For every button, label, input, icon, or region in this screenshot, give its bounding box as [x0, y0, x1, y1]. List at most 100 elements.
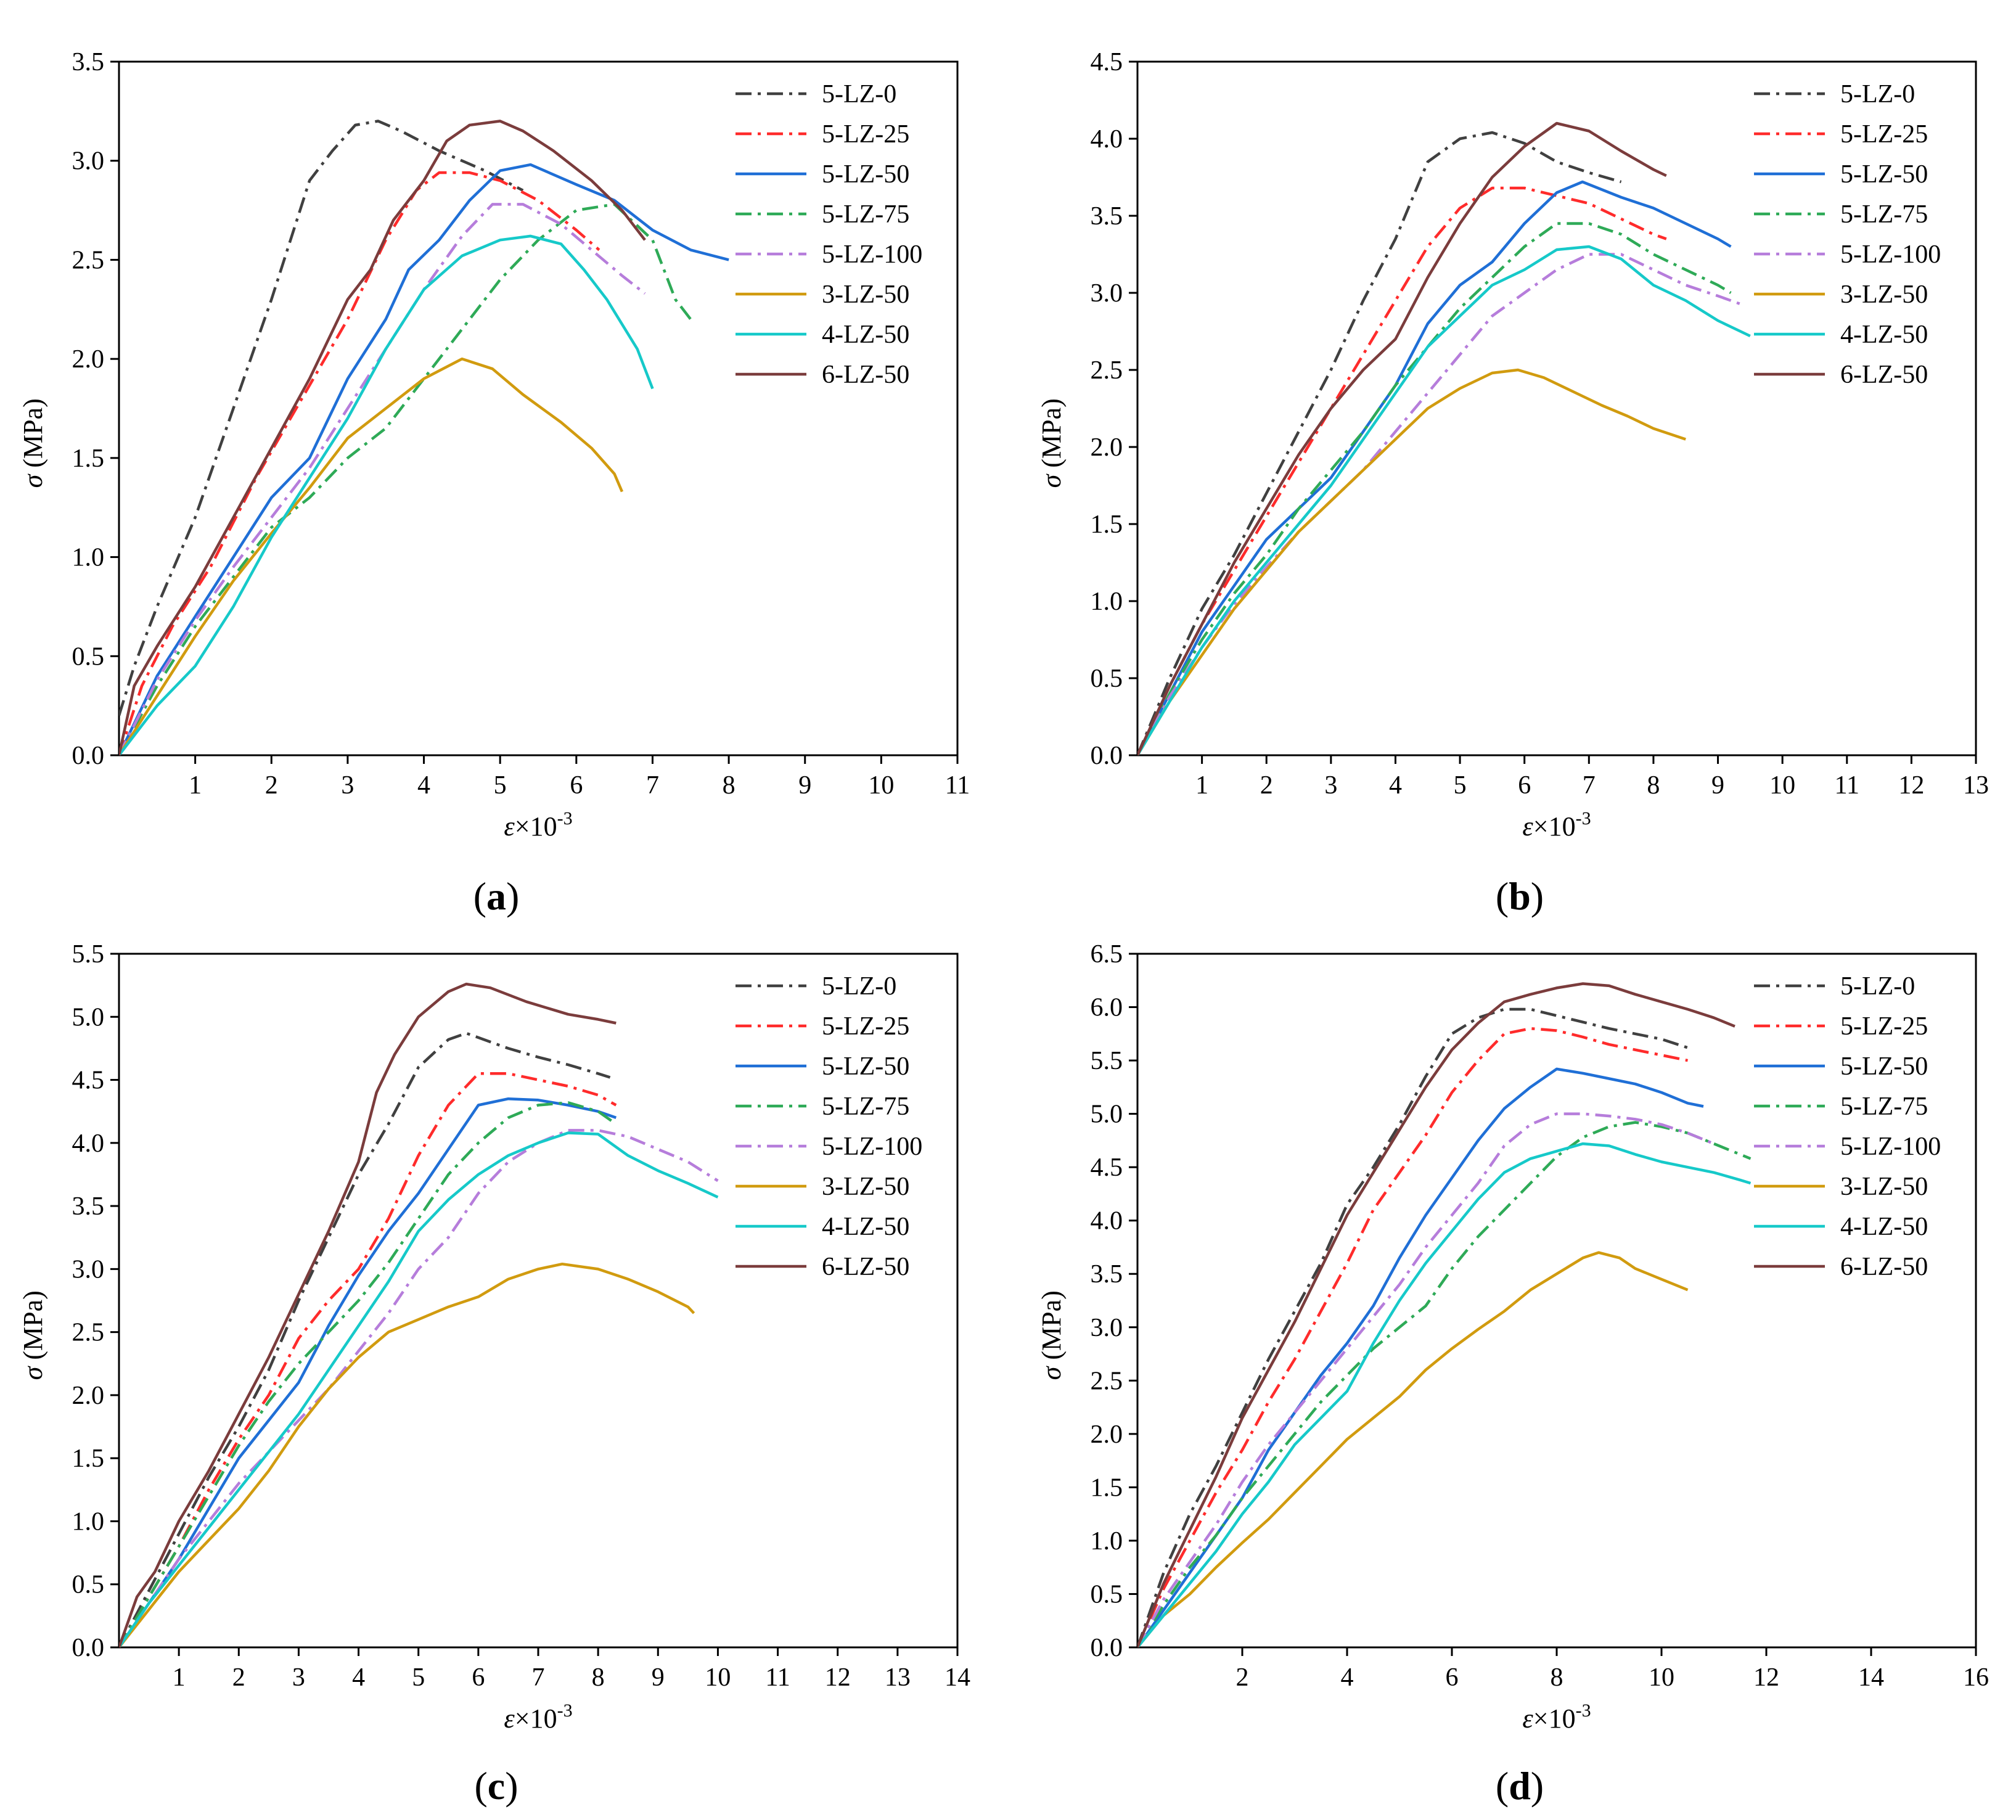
series-line-3-lz-50	[1137, 1251, 1689, 1647]
y-tick-label: 1.5	[72, 1445, 105, 1473]
x-tick-label: 2	[1236, 1663, 1249, 1692]
y-tick-label: 1.0	[1091, 588, 1123, 616]
y-tick-label: 6.5	[1091, 940, 1123, 969]
series-line-4-lz-50	[1137, 1142, 1752, 1647]
x-axis-label: ε×10-3	[1522, 808, 1591, 842]
y-tick-label: 2.0	[1091, 433, 1123, 462]
panel-a: 1 2 3 4 5 6 7 8 9 10 11 0.0 0.5 1.0 1.5 2.0 2.5 3.0 3.5 ε×1…	[18, 48, 970, 918]
legend-label: 5-LZ-75	[822, 200, 909, 229]
series-line-5-lz-25	[1137, 1027, 1688, 1647]
x-tick-label: 7	[1583, 771, 1596, 800]
y-tick-label: 1.0	[72, 1507, 105, 1536]
y-axis-label: σ (MPa)	[18, 398, 48, 488]
y-tick-label: 5.0	[72, 1003, 105, 1031]
y-tick-label: 0.5	[72, 1571, 105, 1599]
legend-label: 5-LZ-50	[1840, 160, 1928, 189]
y-tick-label: 3.0	[72, 147, 105, 176]
x-tick-label: 11	[765, 1663, 790, 1692]
y-tick-label: 2.5	[72, 1319, 105, 1347]
panel-label: (b)	[1496, 874, 1544, 918]
x-tick-label: 5	[412, 1663, 425, 1692]
x-tick-label: 11	[945, 771, 970, 800]
legend-label: 5-LZ-50	[1840, 1052, 1928, 1081]
legend: 5-LZ-0 5-LZ-25 5-LZ-50 5-LZ-75 5-LZ-100 3-LZ-…	[1754, 80, 1941, 389]
y-tick-label: 0.5	[1091, 665, 1123, 693]
series-line-5-lz-25	[1137, 186, 1667, 755]
y-tick-label: 4.0	[1091, 125, 1123, 154]
series-line-5-lz-75	[119, 203, 692, 755]
legend-label: 4-LZ-50	[822, 1213, 909, 1241]
series-line-4-lz-50	[119, 234, 654, 755]
legend-label: 5-LZ-75	[1840, 1092, 1928, 1121]
legend-label: 5-LZ-25	[822, 120, 909, 149]
y-tick-label: 4.5	[1091, 48, 1123, 76]
legend-label: 6-LZ-50	[1840, 361, 1928, 389]
plot-frame	[118, 60, 959, 756]
y-tick-label: 0.0	[1091, 742, 1123, 770]
x-tick-label: 2	[1260, 771, 1273, 800]
panel-c: 1 2 3 4 5 6 7 8 9 10 11 12 13 140.00.51.01.52.02.53.0…	[18, 940, 970, 1808]
x-tick-label: 8	[592, 1663, 605, 1692]
legend-label: 5-LZ-25	[1840, 120, 1928, 149]
x-tick-label: 13	[1963, 771, 1989, 800]
series-line-3-lz-50	[119, 357, 624, 755]
legend-label: 6-LZ-50	[822, 361, 909, 389]
y-tick-label: 1.5	[1091, 1474, 1123, 1502]
panel-label: (a)	[473, 874, 520, 918]
x-tick-label: 6	[472, 1663, 485, 1692]
x-tick-label: 1	[1195, 771, 1208, 800]
x-tick-label: 9	[652, 1663, 665, 1692]
panel-b: 1 2 3 4 5 6 7 8 9 10 11 12 130.00.51.01.52.02.53.03.…	[1036, 48, 1989, 918]
x-tick-label: 4	[417, 771, 430, 800]
series-line-5-lz-75	[1137, 1121, 1752, 1647]
y-tick-label: 2.5	[1091, 356, 1123, 385]
y-tick-label: 3.5	[1091, 1260, 1123, 1289]
series-line-6-lz-50	[119, 982, 617, 1647]
series-line-3-lz-50	[1137, 368, 1686, 755]
y-tick-label: 5.0	[1091, 1101, 1123, 1129]
y-tick-label: 4.5	[1091, 1154, 1123, 1182]
legend-label: 3-LZ-50	[1840, 281, 1928, 309]
series-line-5-lz-50	[119, 163, 729, 755]
x-tick-label: 7	[532, 1663, 545, 1692]
series-line-5-lz-50	[119, 1097, 617, 1647]
y-tick-label: 1.0	[1091, 1527, 1123, 1556]
x-tick-label: 4	[1341, 1663, 1354, 1692]
series-line-6-lz-50	[1137, 121, 1667, 755]
y-tick-label: 1.5	[1091, 510, 1123, 539]
y-tick-label: 0.5	[72, 642, 105, 671]
series-line-5-lz-0	[119, 120, 524, 716]
legend-label: 3-LZ-50	[822, 281, 909, 309]
y-tick-label: 2.0	[72, 1382, 105, 1410]
y-tick-label: 0.0	[72, 742, 105, 770]
y-tick-label: 2.0	[1091, 1420, 1123, 1449]
y-tick-label: 3.5	[1091, 202, 1123, 231]
series-line-5-lz-0	[119, 1031, 611, 1647]
series-line-4-lz-50	[1137, 245, 1751, 755]
x-tick-label: 12	[825, 1663, 851, 1692]
y-tick-label: 2.5	[72, 246, 105, 274]
legend-label: 5-LZ-0	[1840, 80, 1915, 109]
y-tick-label: 3.0	[72, 1255, 105, 1284]
series-line-5-lz-25	[119, 171, 600, 755]
legend-label: 5-LZ-25	[1840, 1012, 1928, 1041]
x-tick-label: 14	[944, 1663, 970, 1692]
y-tick-label: 0.5	[1091, 1580, 1123, 1609]
x-tick-label: 11	[1835, 771, 1859, 800]
y-tick-label: 5.5	[72, 940, 105, 969]
y-axis-label: σ (MPa)	[18, 1290, 48, 1380]
y-tick-label: 4.0	[1091, 1207, 1123, 1236]
series-line-4-lz-50	[119, 1131, 719, 1647]
x-tick-label: 9	[1711, 771, 1724, 800]
y-tick-label: 0.0	[1091, 1634, 1123, 1662]
x-tick-label: 10	[1649, 1663, 1674, 1692]
series-line-5-lz-100	[119, 1129, 719, 1647]
series-line-5-lz-0	[1137, 131, 1622, 755]
y-tick-label: 2.0	[72, 345, 105, 374]
legend-label: 5-LZ-0	[822, 972, 896, 1001]
x-tick-label: 14	[1858, 1663, 1884, 1692]
x-tick-label: 10	[1769, 771, 1795, 800]
series-line-5-lz-0	[1137, 1007, 1689, 1647]
legend: 5-LZ-0 5-LZ-25 5-LZ-50 5-LZ-75 5-LZ-100 3-LZ-…	[736, 972, 922, 1281]
